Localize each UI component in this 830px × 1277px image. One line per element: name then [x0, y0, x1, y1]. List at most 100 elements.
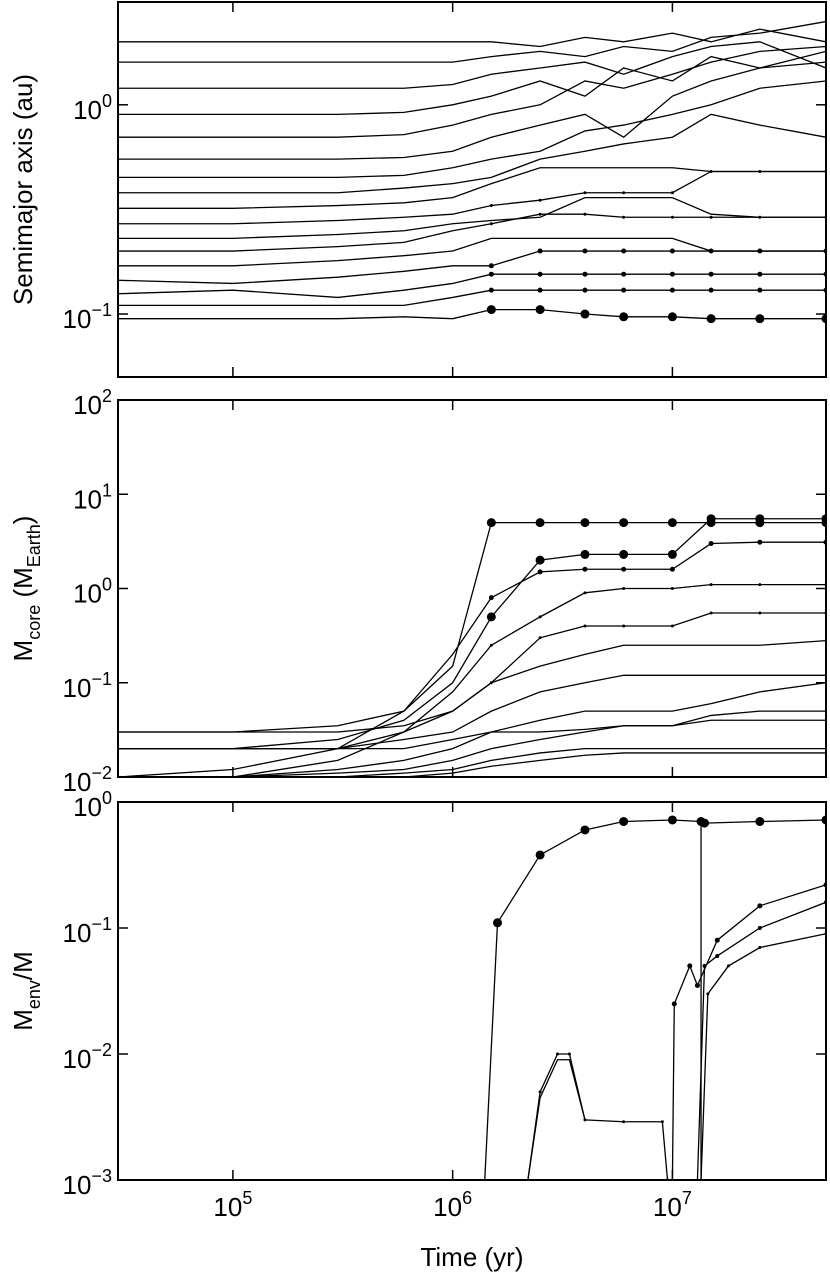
y-axis-label: Menv/M — [8, 951, 44, 1031]
series-line — [527, 1059, 586, 1180]
marker — [821, 514, 826, 524]
marker — [670, 215, 674, 219]
marker — [537, 271, 543, 277]
marker — [821, 314, 826, 324]
marker — [567, 1052, 571, 1056]
label-text: /M — [8, 951, 38, 980]
marker — [755, 817, 765, 827]
marker — [671, 1001, 677, 1007]
marker — [714, 937, 720, 943]
label-subscript: Earth — [24, 524, 44, 567]
tick-exponent: 6 — [462, 1188, 472, 1208]
tick-base: 10 — [73, 579, 102, 609]
label-subscript: env — [24, 980, 44, 1009]
label-text: M — [8, 640, 38, 662]
plot-area — [118, 20, 826, 324]
tick-base: 10 — [653, 1192, 682, 1222]
series-line — [118, 113, 826, 194]
tick-label: 101 — [73, 480, 112, 514]
tick-base: 10 — [63, 1044, 92, 1074]
marker — [537, 287, 543, 293]
marker — [537, 248, 543, 254]
tick-exponent: −2 — [91, 1040, 112, 1060]
series-line — [700, 933, 826, 1180]
tick-exponent: −2 — [91, 763, 112, 783]
tick-base: 10 — [73, 792, 102, 822]
marker — [667, 815, 677, 825]
y-axis-label: Mcore (MEarth) — [8, 516, 44, 662]
tick-label: 107 — [653, 1188, 692, 1222]
series-line — [118, 45, 826, 138]
marker — [582, 271, 588, 277]
series-line — [118, 50, 826, 116]
tick-label: 102 — [73, 386, 112, 420]
tick-exponent: 1 — [102, 480, 112, 500]
marker — [715, 953, 720, 958]
series-line — [484, 819, 826, 1180]
marker — [582, 287, 588, 293]
marker — [535, 518, 545, 528]
marker — [535, 555, 545, 565]
marker — [538, 636, 542, 640]
marker — [757, 287, 763, 293]
label-text: (M — [8, 567, 38, 605]
series-line — [118, 639, 826, 733]
series-line — [118, 752, 826, 777]
marker — [622, 191, 626, 195]
marker — [486, 305, 496, 315]
marker — [694, 982, 700, 988]
marker — [622, 587, 626, 590]
marker — [538, 1090, 542, 1094]
marker — [582, 248, 588, 254]
tick-exponent: −1 — [91, 914, 112, 934]
marker — [583, 212, 587, 216]
tick-base: 10 — [63, 1170, 92, 1200]
tick-label: 10−2 — [63, 1040, 112, 1074]
marker — [706, 514, 716, 524]
x-axis-label: Time (yr) — [420, 1242, 523, 1272]
marker — [583, 591, 587, 595]
marker — [488, 263, 494, 269]
series-line — [118, 674, 826, 750]
tick-label: 100 — [73, 575, 112, 609]
marker — [582, 566, 588, 572]
marker — [622, 1120, 626, 1124]
tick-base: 10 — [73, 390, 102, 420]
marker — [619, 312, 629, 322]
marker — [757, 271, 763, 277]
marker — [708, 271, 714, 277]
tick-exponent: 2 — [102, 386, 112, 406]
marker — [489, 204, 493, 208]
marker — [489, 643, 493, 647]
marker — [702, 963, 707, 968]
marker — [538, 615, 542, 619]
marker — [486, 612, 496, 622]
marker — [488, 271, 494, 277]
marker — [667, 518, 677, 528]
marker — [667, 312, 677, 322]
marker — [758, 611, 762, 615]
marker — [535, 850, 545, 860]
tick-label: 10−2 — [63, 763, 112, 797]
marker — [670, 587, 674, 590]
marker — [709, 611, 713, 615]
series-line — [118, 20, 826, 63]
marker — [757, 903, 763, 909]
marker — [670, 624, 674, 628]
marker — [538, 212, 542, 216]
tick-base: 10 — [63, 673, 92, 703]
series-line — [118, 521, 826, 733]
marker — [669, 248, 675, 254]
tick-base: 10 — [73, 484, 102, 514]
marker — [555, 1052, 559, 1056]
marker — [621, 248, 627, 254]
tick-exponent: 5 — [242, 1188, 252, 1208]
tick-label: 10−1 — [63, 914, 112, 948]
series-line — [118, 237, 826, 267]
marker — [755, 514, 765, 524]
series-line — [118, 28, 826, 48]
marker — [757, 539, 763, 545]
series-line — [118, 710, 826, 750]
tick-base: 10 — [433, 1192, 462, 1222]
tick-label: 100 — [73, 788, 112, 822]
